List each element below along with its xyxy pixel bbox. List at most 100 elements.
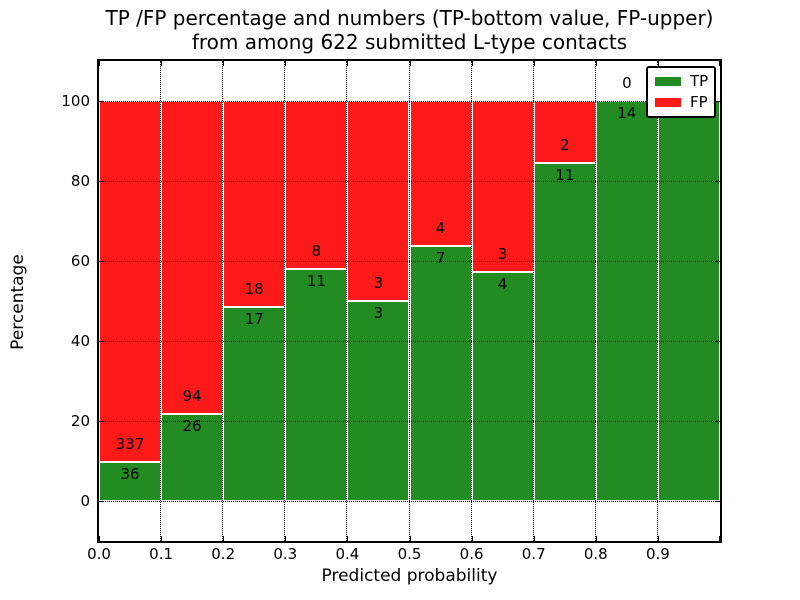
x-tick-mark xyxy=(533,536,535,541)
gridline-horizontal xyxy=(99,501,720,502)
gridline-vertical xyxy=(532,61,535,541)
gridline-vertical xyxy=(656,61,659,541)
bar-tp-segment xyxy=(533,162,596,501)
y-tick-label: 0 xyxy=(80,492,90,510)
fp-count-label: 2 xyxy=(559,135,570,154)
bar-tp-segment xyxy=(347,301,410,501)
fp-count-label: 94 xyxy=(182,387,202,406)
x-axis-label: Predicted probability xyxy=(321,566,498,586)
gridline-vertical-dots xyxy=(470,61,473,541)
x-tick-mark xyxy=(409,61,411,66)
x-tick-mark xyxy=(595,61,597,66)
y-tick-mark xyxy=(99,181,104,182)
tp-count-label: 26 xyxy=(182,417,202,436)
bar-tp-segment xyxy=(285,269,348,501)
gridline-vertical xyxy=(594,61,597,541)
y-tick-mark xyxy=(715,501,720,502)
fp-count-label: 0 xyxy=(622,74,632,92)
gridline-horizontal xyxy=(99,261,720,262)
tp-count-label: 36 xyxy=(120,465,140,484)
fp-count-label: 337 xyxy=(115,435,145,454)
x-tick-mark xyxy=(347,61,349,66)
x-tick-mark xyxy=(223,61,225,66)
x-tick-mark xyxy=(99,536,100,541)
chart-title: TP /FP percentage and numbers (TP-bottom… xyxy=(99,6,720,54)
x-tick-mark xyxy=(285,61,287,66)
x-tick-label: 0.2 xyxy=(211,545,236,563)
x-tick-mark xyxy=(471,61,473,66)
y-tick-mark xyxy=(99,501,104,502)
gridline-vertical-dots xyxy=(594,61,597,541)
fp-count-label: 18 xyxy=(244,279,264,298)
gridline-vertical xyxy=(222,61,225,541)
y-tick-label: 60 xyxy=(70,252,90,270)
gridline-vertical xyxy=(408,61,411,541)
x-tick-mark xyxy=(99,61,100,66)
fp-count-label: 8 xyxy=(311,242,322,261)
tp-count-label: 17 xyxy=(244,309,264,328)
x-tick-label: 0.9 xyxy=(645,545,670,563)
y-tick-mark xyxy=(99,101,104,102)
x-tick-label: 0.5 xyxy=(397,545,422,563)
x-tick-mark xyxy=(657,61,659,66)
y-tick-mark xyxy=(99,261,104,262)
bar-tp-segment xyxy=(409,246,472,501)
fp-count-label: 3 xyxy=(373,274,384,292)
x-tick-mark xyxy=(409,536,411,541)
bar-tp-segment xyxy=(161,414,224,501)
tp-count-label: 4 xyxy=(497,275,508,294)
x-tick-mark xyxy=(285,536,287,541)
fp-count-label: 4 xyxy=(435,219,446,238)
y-tick-label: 40 xyxy=(70,332,90,350)
gridline-vertical-dots xyxy=(656,61,659,541)
tp-count-label: 11 xyxy=(555,165,575,184)
bar-fp-segment xyxy=(161,101,224,415)
legend-row: FP xyxy=(654,95,708,110)
chart-title-line1: TP /FP percentage and numbers (TP-bottom… xyxy=(105,6,714,30)
gridline-vertical xyxy=(160,61,163,541)
gridline-vertical-dots xyxy=(346,61,348,541)
x-tick-mark xyxy=(719,536,720,541)
bar-tp-segment xyxy=(99,462,162,501)
tp-count-label: 7 xyxy=(435,249,446,268)
x-tick-mark xyxy=(223,536,225,541)
tp-count-label: 3 xyxy=(373,304,384,322)
x-tick-label: 0.7 xyxy=(521,545,546,563)
legend-swatch-tp xyxy=(654,76,682,87)
legend-label: TP xyxy=(690,72,709,90)
x-tick-label: 0.3 xyxy=(273,545,298,563)
y-tick-mark xyxy=(715,421,720,422)
x-tick-mark xyxy=(595,536,597,541)
y-tick-mark xyxy=(99,341,104,342)
y-tick-label: 20 xyxy=(70,412,90,430)
gridline-vertical-dots xyxy=(160,61,162,541)
x-tick-mark xyxy=(657,536,659,541)
y-tick-mark xyxy=(715,261,720,262)
gridline-horizontal xyxy=(99,101,720,102)
y-tick-mark xyxy=(715,341,720,342)
legend-row: TP xyxy=(654,74,708,89)
tp-count-label: 11 xyxy=(306,272,326,291)
bar-tp-segment xyxy=(657,101,720,501)
y-tick-label: 80 xyxy=(70,172,90,190)
chart-title-line2: from among 622 submitted L-type contacts xyxy=(191,30,628,54)
x-tick-mark xyxy=(471,536,473,541)
x-tick-label: 0.8 xyxy=(583,545,608,563)
gridline-horizontal xyxy=(99,341,720,342)
legend-label: FP xyxy=(690,93,708,111)
gridline-vertical-dots xyxy=(532,61,535,541)
x-tick-mark xyxy=(161,536,163,541)
fp-count-label: 3 xyxy=(497,245,508,264)
gridline-vertical-dots xyxy=(408,61,411,541)
x-tick-label: 0.1 xyxy=(149,545,174,563)
bar-tp-segment xyxy=(471,272,534,501)
x-tick-label: 0.0 xyxy=(87,545,111,563)
bar-fp-segment xyxy=(347,101,410,301)
y-tick-mark xyxy=(715,181,720,182)
gridline-vertical xyxy=(284,61,287,541)
tp-count-label: 14 xyxy=(617,104,637,122)
gridline-vertical-dots xyxy=(222,61,224,541)
gridline-horizontal xyxy=(99,421,720,422)
